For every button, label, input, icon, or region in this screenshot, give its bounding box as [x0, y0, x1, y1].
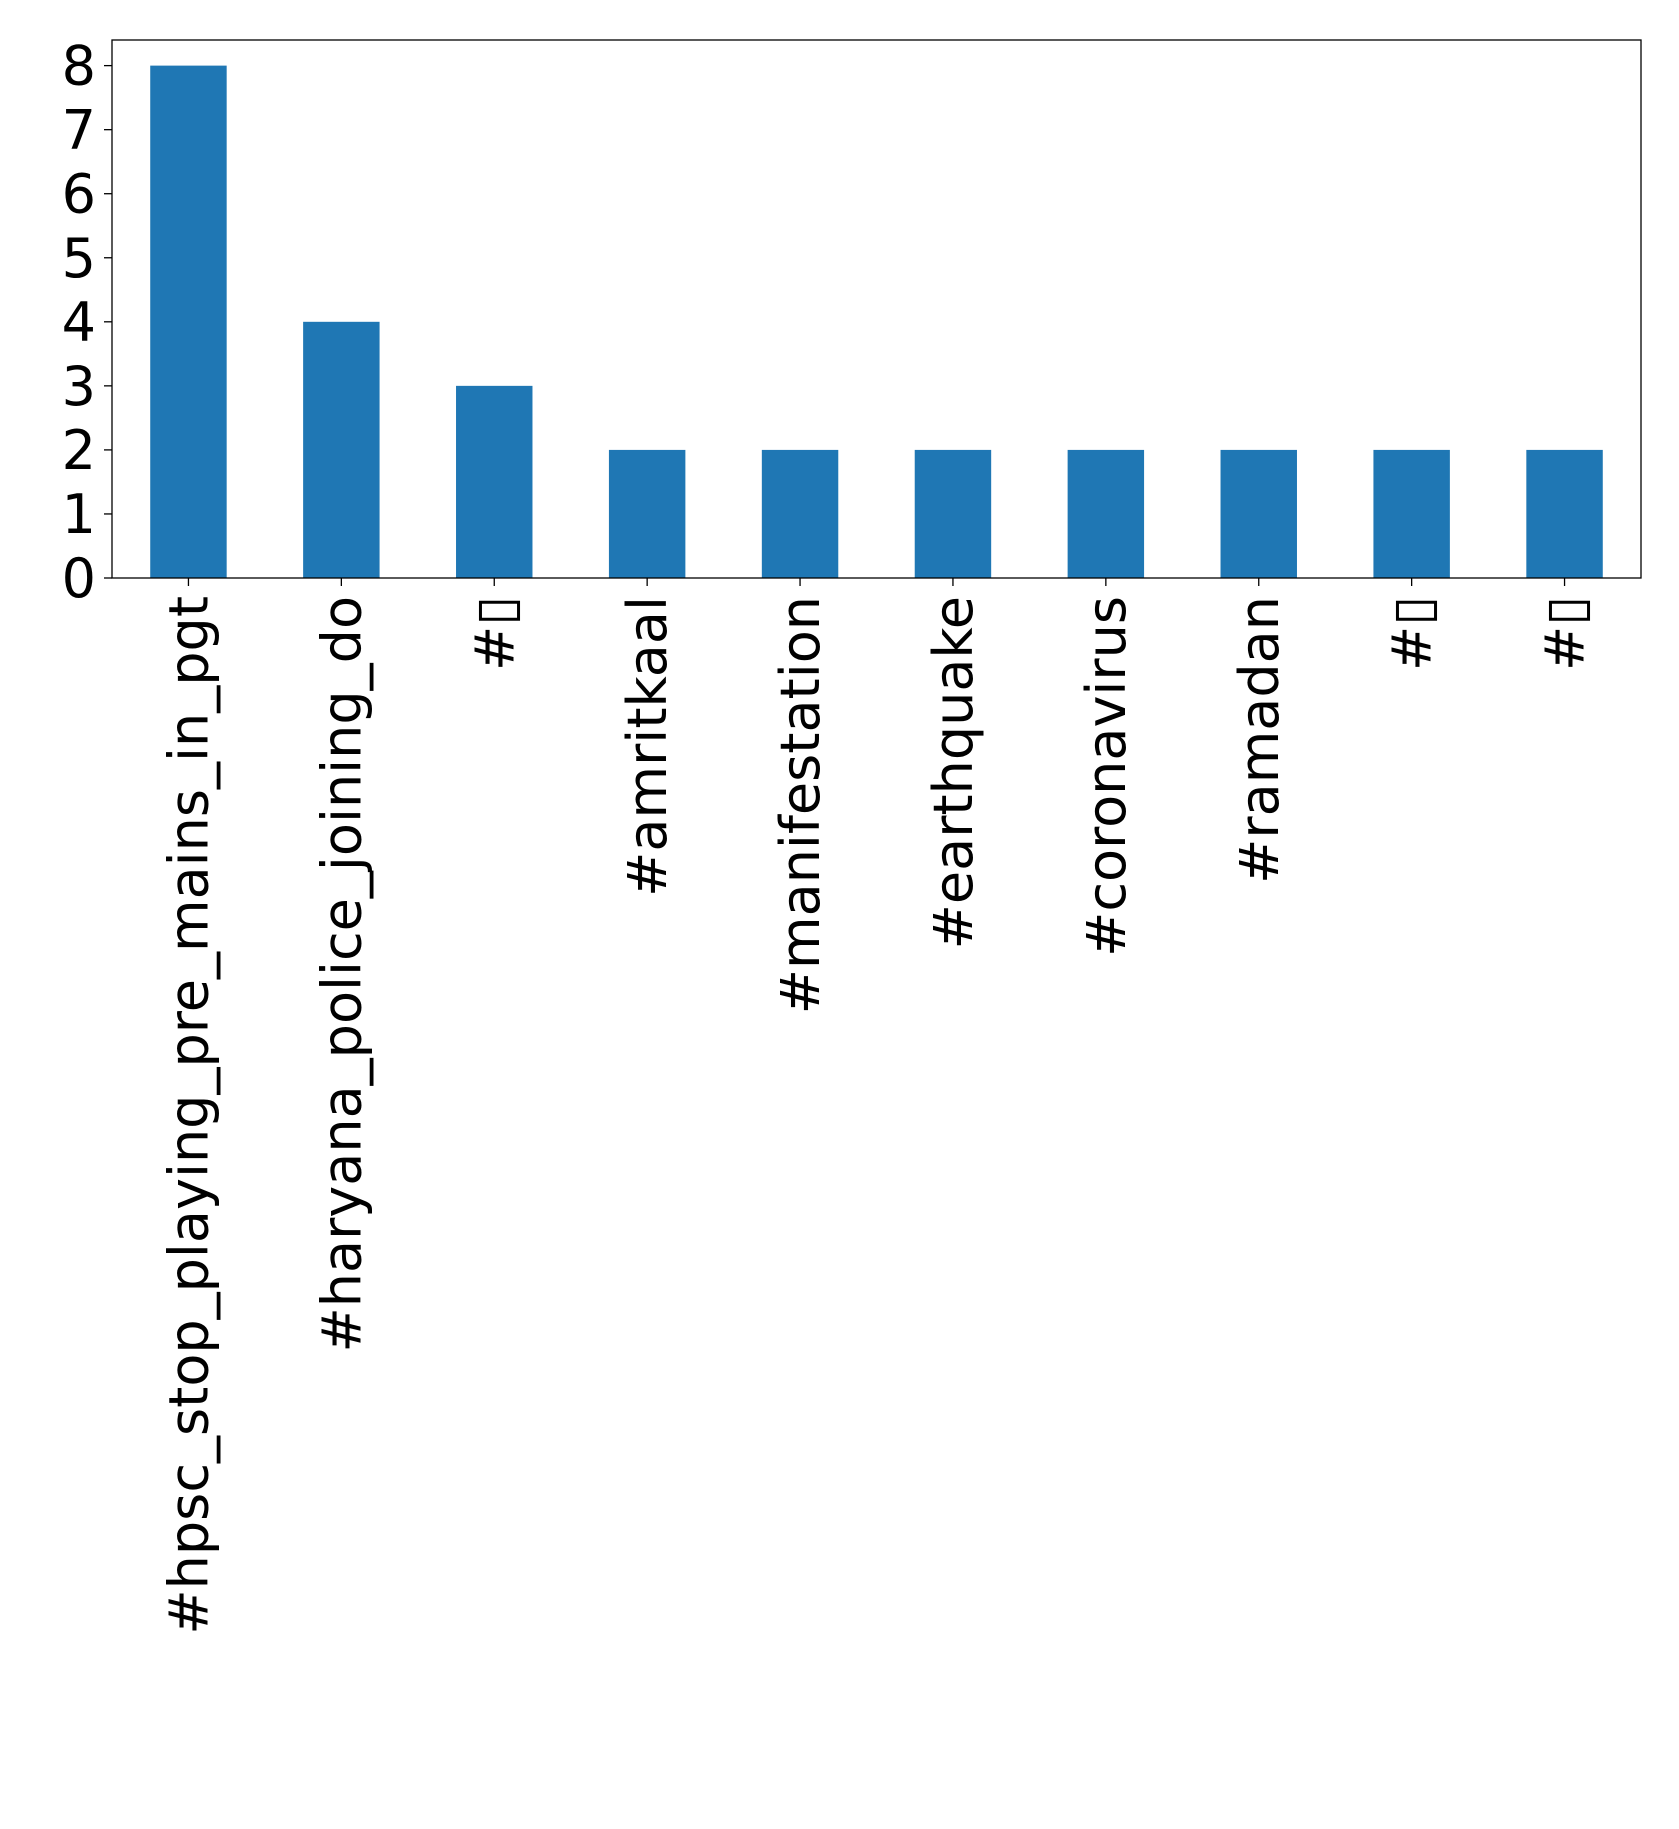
y-tick-label: 6 — [62, 163, 96, 226]
x-tick-label: #haryana_police_joining_do — [310, 596, 373, 1352]
y-tick-label: 8 — [62, 35, 96, 98]
x-tick-label: #amritkaal — [616, 596, 679, 897]
bar-9 — [1526, 449, 1603, 578]
bar-4 — [761, 449, 839, 578]
x-tick-label: #coronavirus — [1075, 596, 1138, 957]
x-tick-label: #▯ — [463, 596, 526, 671]
y-tick-label: 5 — [62, 227, 96, 290]
y-tick-label: 4 — [62, 291, 96, 354]
x-axis: #hpsc_stop_playing_pre_mains_in_pgt #hary… — [157, 578, 1597, 1635]
bar-6 — [1067, 449, 1145, 578]
plot-area-frame — [111, 39, 1642, 579]
bar-7 — [1220, 449, 1297, 578]
x-tick-label: #▯ — [1381, 596, 1444, 671]
bar-3 — [608, 449, 686, 578]
x-tick-label: #manifestation — [769, 596, 832, 1014]
y-tick-label: 3 — [62, 355, 96, 418]
x-tick-label: #▯ — [1534, 596, 1597, 671]
y-tick-label: 1 — [62, 483, 96, 546]
x-tick-label: #earthquake — [922, 596, 985, 949]
bar-2 — [456, 385, 533, 578]
y-tick-label: 7 — [62, 99, 96, 162]
y-tick-label: 0 — [62, 547, 96, 610]
bar-5 — [914, 449, 992, 578]
x-tick-label: #ramadan — [1228, 596, 1291, 884]
y-tick-label: 2 — [62, 419, 96, 482]
bars-group — [150, 65, 1603, 579]
bar-8 — [1373, 449, 1450, 578]
bar-0 — [150, 65, 227, 579]
bar-1 — [303, 321, 380, 578]
x-tick-label: #hpsc_stop_playing_pre_mains_in_pgt — [157, 596, 220, 1635]
